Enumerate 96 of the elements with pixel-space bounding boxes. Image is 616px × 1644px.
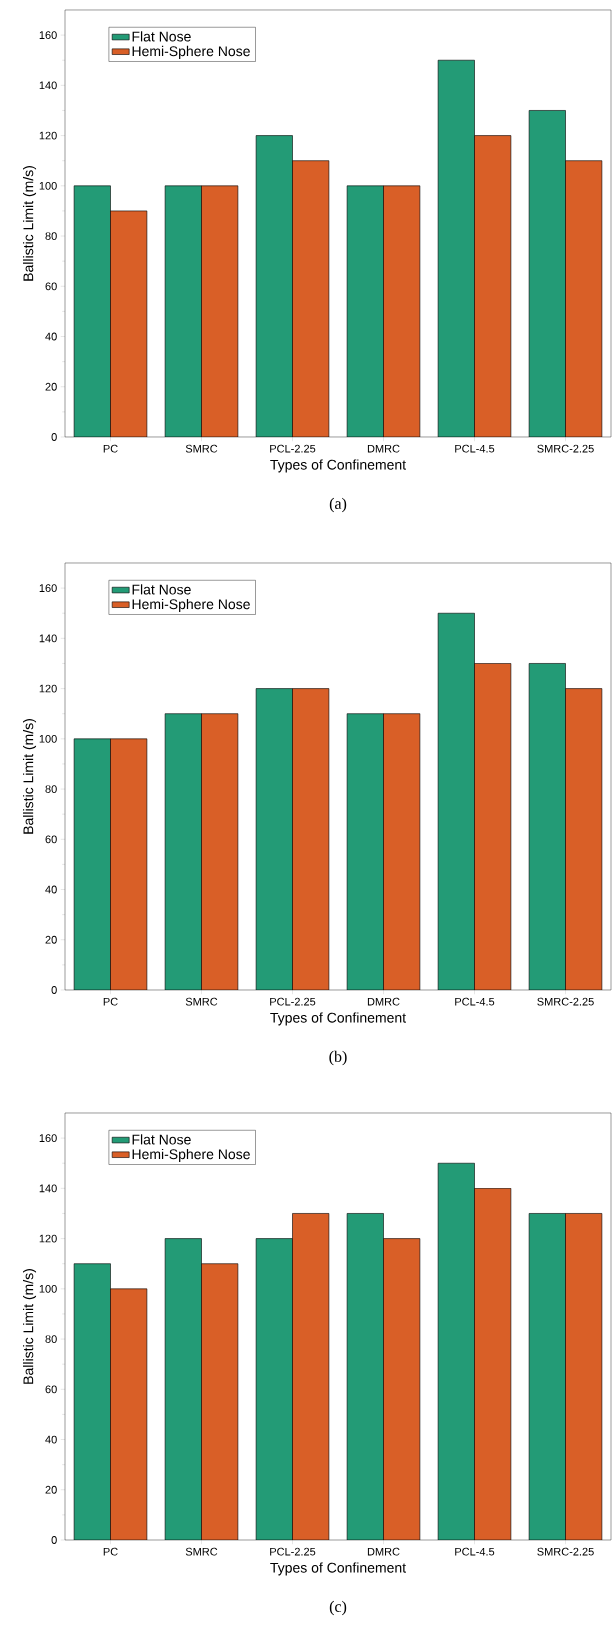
legend-label: Hemi-Sphere Nose <box>132 1148 250 1162</box>
legend-label: Flat Nose <box>132 1134 191 1145</box>
x-tick-label: PCL-2.25 <box>270 997 316 1006</box>
bar <box>165 185 202 437</box>
y-tick-label: 0 <box>51 433 57 441</box>
y-axis-title: Ballistic Limit (m/s) <box>23 166 37 281</box>
bar <box>292 1213 329 1540</box>
x-tick-label: DMRC <box>367 1547 400 1556</box>
bar <box>74 1263 111 1540</box>
x-tick-label: PC <box>103 1547 118 1556</box>
y-tick-label: 60 <box>45 835 57 844</box>
bar <box>438 60 475 437</box>
legend-label: Hemi-Sphere Nose <box>132 45 250 59</box>
x-tick-label: SMRC <box>185 997 218 1006</box>
x-axis-title: Types of Confinement <box>270 1562 406 1576</box>
x-tick-label: PC <box>103 444 118 453</box>
bar <box>201 185 238 437</box>
x-tick-label: PCL-4.5 <box>455 997 495 1006</box>
x-tick-label: PCL-2.25 <box>270 1547 316 1556</box>
x-tick-label: DMRC <box>367 444 400 453</box>
y-tick-label: 20 <box>45 1485 57 1494</box>
bar <box>565 1213 603 1540</box>
y-tick-label: 100 <box>39 734 57 743</box>
bar <box>201 1263 238 1540</box>
text: (c) <box>329 1600 347 1616</box>
bar <box>165 713 202 990</box>
bar <box>256 135 293 437</box>
y-tick-label: 40 <box>45 1435 57 1444</box>
bar <box>74 185 111 437</box>
bar <box>383 713 420 990</box>
y-tick-label: 120 <box>39 1234 57 1243</box>
y-tick-label: 0 <box>51 1536 57 1544</box>
y-tick-label: 60 <box>45 1385 57 1394</box>
bar <box>347 713 384 990</box>
y-tick-label: 160 <box>39 1134 57 1143</box>
y-tick-label: 140 <box>39 81 57 90</box>
y-tick-label: 20 <box>45 935 57 944</box>
x-tick-label: DMRC <box>367 997 400 1006</box>
y-tick-label: 20 <box>45 382 57 391</box>
legend-label: Flat Nose <box>132 584 191 595</box>
x-tick-label: SMRC <box>185 1547 218 1556</box>
bar <box>565 688 603 990</box>
y-tick-label: 0 <box>51 986 57 994</box>
bar <box>74 738 111 990</box>
x-tick-label: PCL-4.5 <box>455 444 495 453</box>
x-tick-label: SMRC-2.25 <box>537 1547 594 1556</box>
bar <box>528 110 566 437</box>
bar <box>110 210 147 437</box>
bar <box>474 135 511 437</box>
bar <box>201 713 238 990</box>
bar <box>292 688 329 990</box>
y-tick-label: 140 <box>39 1184 57 1193</box>
y-tick-label: 80 <box>45 232 57 240</box>
x-tick-label: SMRC-2.25 <box>537 997 594 1006</box>
y-tick-label: 120 <box>39 131 57 140</box>
y-tick-label: 160 <box>39 31 57 39</box>
x-tick-label: SMRC-2.25 <box>537 444 594 453</box>
y-tick-label: 100 <box>39 181 57 190</box>
y-axis-title: Ballistic Limit (m/s) <box>23 1269 37 1384</box>
bar <box>165 1238 202 1540</box>
x-tick-label: PC <box>103 997 118 1006</box>
text: (a) <box>329 497 347 513</box>
x-tick-label: SMRC <box>185 444 218 453</box>
y-tick-label: 40 <box>45 332 57 341</box>
x-axis-title: Types of Confinement <box>270 459 406 473</box>
x-tick-label: PCL-4.5 <box>455 1547 495 1556</box>
bar <box>438 1163 475 1540</box>
y-axis-title: Ballistic Limit (m/s) <box>23 719 37 834</box>
y-tick-label: 100 <box>39 1284 57 1293</box>
bar <box>110 1288 147 1540</box>
bar <box>383 185 420 437</box>
bar <box>347 1213 384 1540</box>
bar <box>347 185 384 437</box>
legend-label: Hemi-Sphere Nose <box>132 598 250 612</box>
text: (b) <box>329 1050 347 1066</box>
bar <box>474 663 511 990</box>
bar <box>528 663 566 990</box>
bar <box>292 160 329 437</box>
bar <box>256 688 293 990</box>
bar <box>565 160 603 437</box>
legend-label: Flat Nose <box>132 31 191 42</box>
y-tick-label: 140 <box>39 634 57 643</box>
y-tick-label: 80 <box>45 785 57 793</box>
bar <box>474 1188 511 1540</box>
bar <box>383 1238 420 1540</box>
y-tick-label: 160 <box>39 584 57 592</box>
y-tick-label: 40 <box>45 885 57 894</box>
y-tick-label: 120 <box>39 684 57 693</box>
bar <box>110 738 147 990</box>
x-tick-label: PCL-2.25 <box>270 444 316 453</box>
bar <box>438 613 475 990</box>
x-axis-title: Types of Confinement <box>270 1012 406 1026</box>
y-tick-label: 60 <box>45 282 57 291</box>
bar <box>256 1238 293 1540</box>
bar <box>528 1213 566 1540</box>
y-tick-label: 80 <box>45 1335 57 1343</box>
